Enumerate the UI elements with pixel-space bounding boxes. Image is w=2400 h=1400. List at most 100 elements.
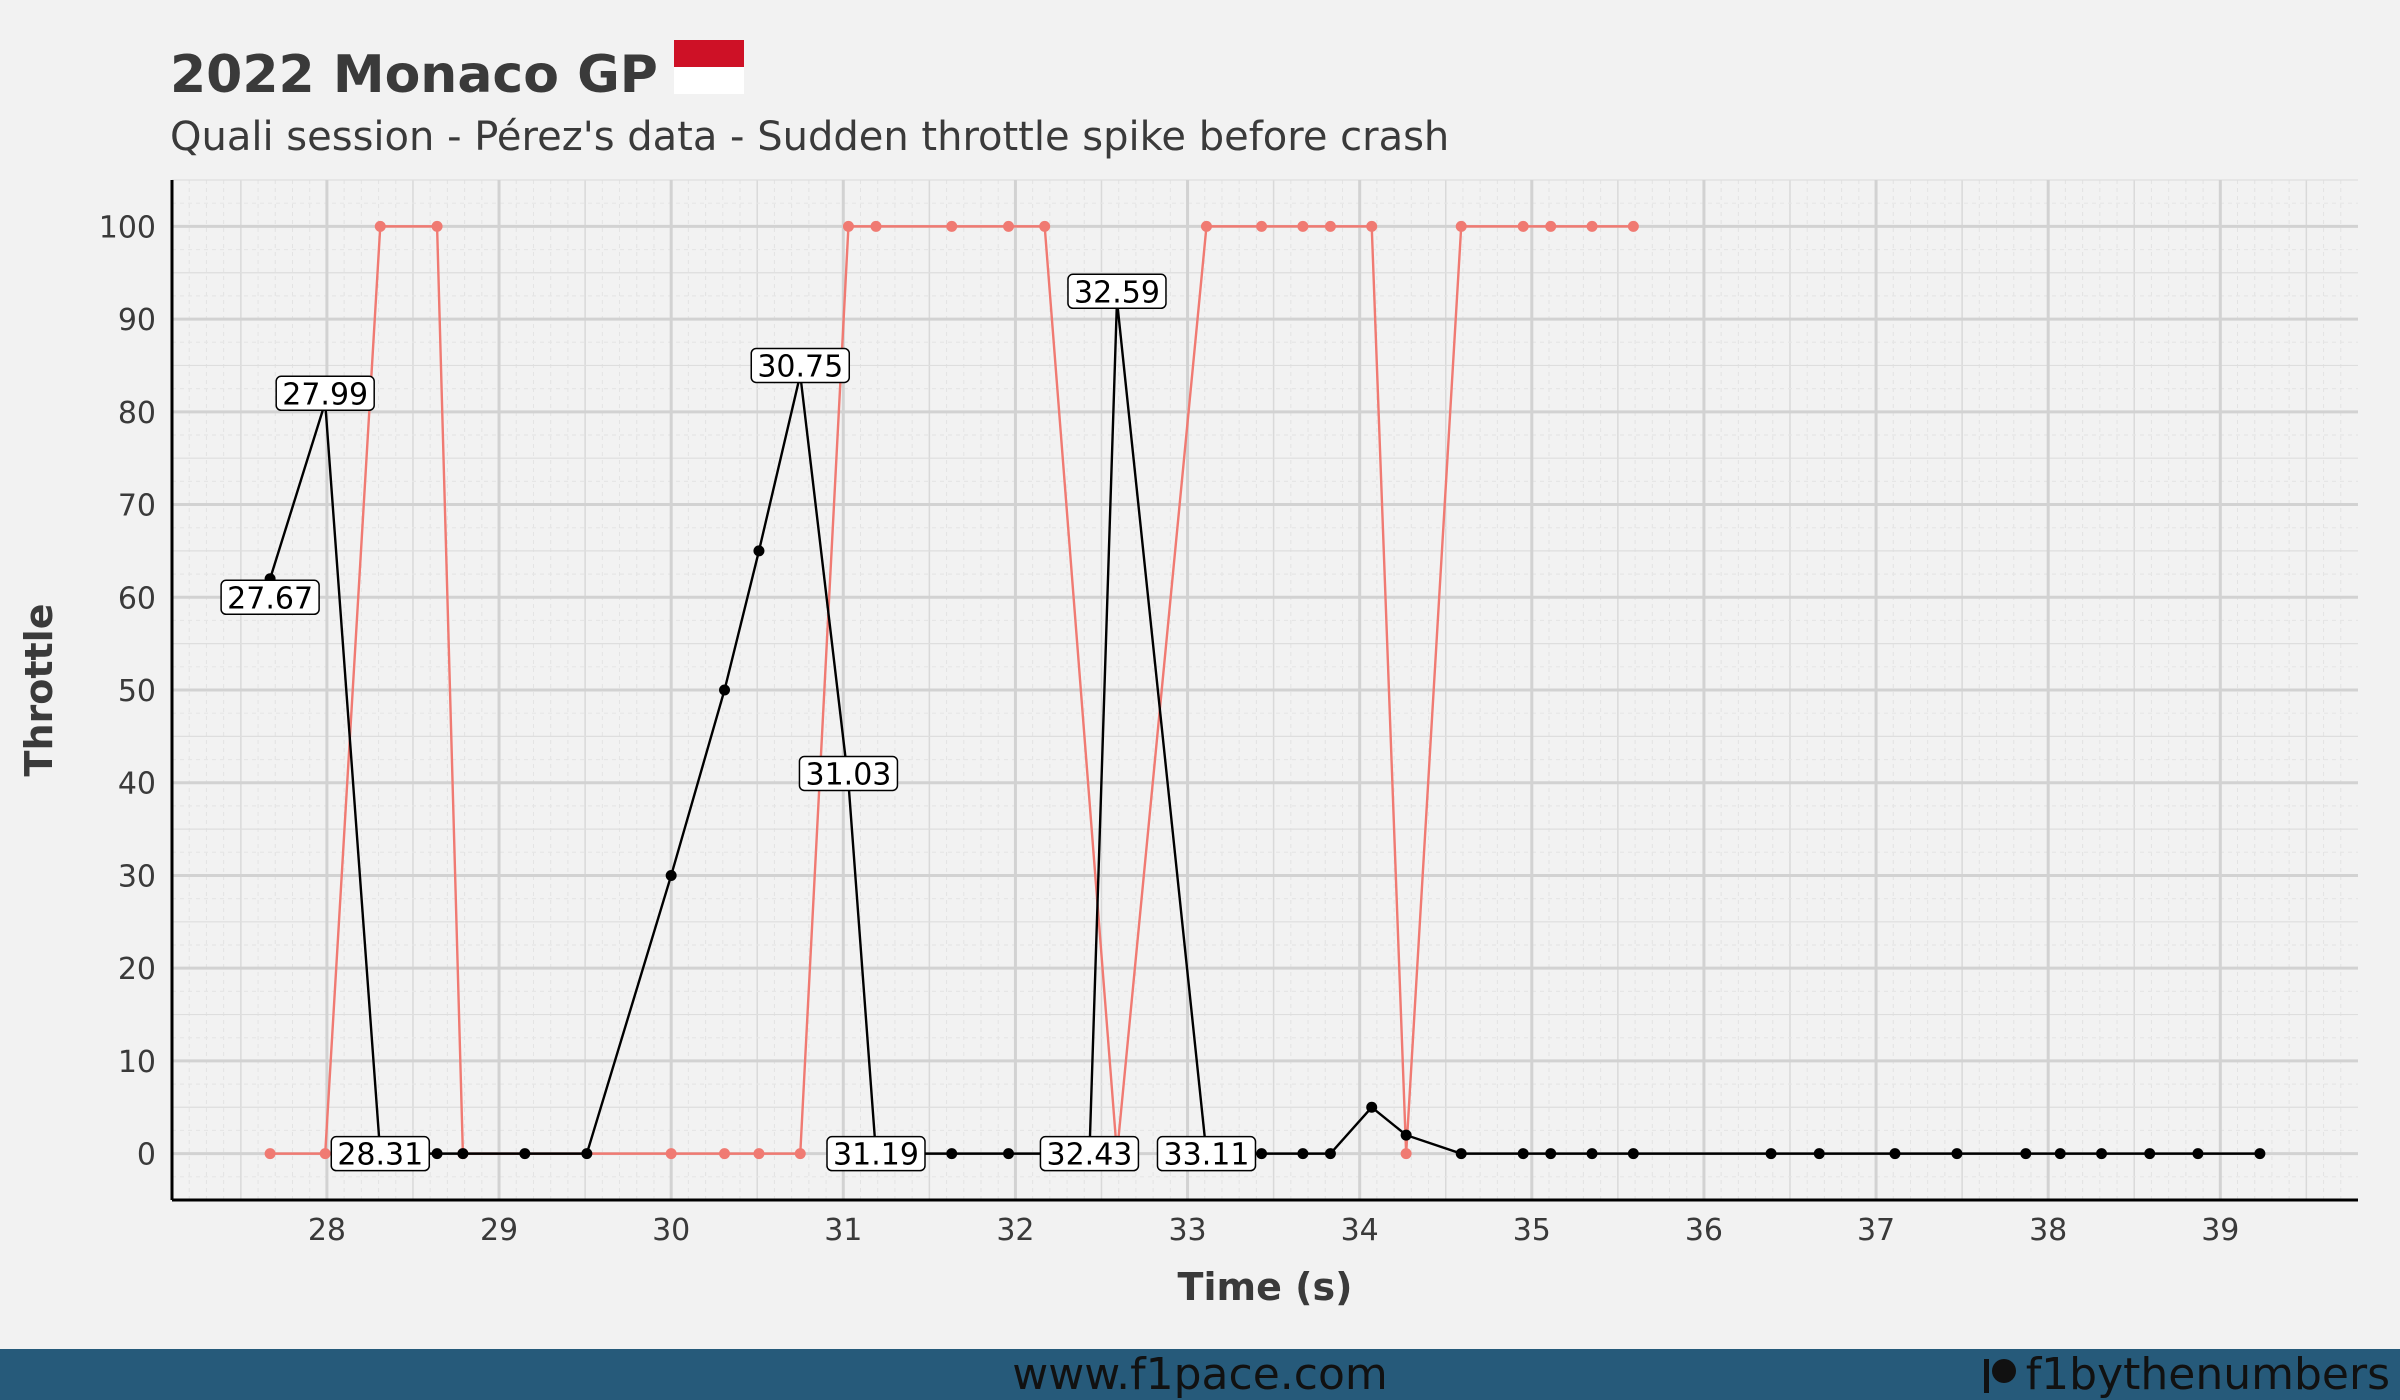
annotation-box	[1067, 273, 1167, 310]
x-tick-label: 35	[1513, 1213, 1551, 1248]
annotation-box	[220, 579, 320, 616]
throttle-chart: 2022 Monaco GP Quali session - Pérez's d…	[17, 40, 2358, 1309]
series-point-1	[1889, 1148, 1901, 1160]
series-point-1	[1627, 1148, 1639, 1160]
annotation-box	[798, 755, 899, 792]
series-point-0	[753, 1148, 765, 1160]
plot-area: 28 29 30 31 32 33 34 35 36 37 38 39 0 10 20 30 40 50 60 70 8…	[99, 179, 2358, 1248]
series-point-1	[1366, 1101, 1378, 1113]
x-tick-label: 28	[308, 1213, 346, 1248]
annotation-text: 30.75	[757, 349, 843, 384]
series-point-0	[1256, 220, 1268, 232]
series-point-0	[842, 220, 854, 232]
y-tick-label: 10	[118, 1045, 156, 1080]
series-point-0	[264, 1148, 276, 1160]
series-point-0	[319, 1148, 331, 1160]
footer-url[interactable]: www.f1pace.com	[1012, 1349, 1388, 1400]
series-point-0	[1324, 220, 1336, 232]
series-point-1	[2254, 1148, 2266, 1160]
series-point-1	[1455, 1148, 1467, 1160]
annotation-label: 31.19	[826, 1135, 926, 1173]
series-point-1	[581, 1148, 593, 1160]
annotation-text: 27.99	[282, 377, 368, 412]
annotation-box	[826, 1135, 926, 1172]
flag-red-band	[674, 40, 744, 67]
annotation-text: 32.43	[1046, 1138, 1132, 1173]
annotation-text: 31.03	[806, 757, 892, 792]
annotation-box	[1039, 1135, 1140, 1172]
annotation-label: 32.59	[1067, 273, 1167, 310]
y-tick-label: 30	[118, 859, 156, 894]
footer-brand-text: f1bythenumbers	[2025, 1349, 2390, 1400]
series-point-1	[753, 545, 765, 557]
series-point-1	[457, 1148, 469, 1160]
footer-brand: f1bythenumbers	[1980, 1349, 2390, 1400]
series-point-1	[2054, 1148, 2066, 1160]
series-line-1	[268, 300, 2260, 1155]
series-point-1	[2020, 1148, 2032, 1160]
series-point-0	[794, 1148, 806, 1160]
y-tick-label: 100	[99, 210, 156, 245]
series-point-0	[1200, 220, 1212, 232]
y-tick-label: 80	[118, 396, 156, 431]
y-tick-label: 70	[118, 489, 156, 524]
series-point-1	[1765, 1148, 1777, 1160]
annotation-text: 33.11	[1164, 1138, 1250, 1173]
x-tick-label: 32	[996, 1213, 1034, 1248]
brand-logo-icon	[1983, 1358, 2016, 1393]
annotation-text: 27.67	[227, 581, 313, 616]
series-point-1	[1400, 1129, 1412, 1141]
annotation-box	[330, 1135, 431, 1172]
y-tick-label: 60	[118, 581, 156, 616]
series-point-0	[1003, 220, 1015, 232]
annotation-label: 32.43	[1039, 1135, 1140, 1173]
y-tick-label: 20	[118, 952, 156, 987]
series-point-1	[665, 869, 677, 881]
series-point-0	[1627, 220, 1639, 232]
annotation-text: 31.19	[833, 1138, 919, 1173]
footer-bar: www.f1pace.com f1bythenumbers	[0, 1349, 2400, 1400]
series-point-1	[2096, 1148, 2108, 1160]
chart-subtitle: Quali session - Pérez's data - Sudden th…	[170, 114, 1449, 160]
series-point-0	[1366, 220, 1378, 232]
series-point-0	[1297, 220, 1309, 232]
x-tick-label: 33	[1168, 1213, 1206, 1248]
series-point-0	[665, 1148, 677, 1160]
y-tick-label: 50	[118, 674, 156, 709]
x-tick-label: 38	[2029, 1213, 2067, 1248]
annotation-box	[275, 375, 375, 412]
series-point-0	[1545, 220, 1557, 232]
y-tick-label: 0	[137, 1138, 156, 1173]
series-point-1	[1324, 1148, 1336, 1160]
x-tick-label: 39	[2201, 1213, 2239, 1248]
annotation-label: 31.03	[798, 755, 899, 792]
x-tick-label: 31	[824, 1213, 862, 1248]
flag-white-band	[674, 67, 744, 94]
series-point-0	[431, 220, 443, 232]
series-point-0	[374, 220, 386, 232]
annotation-label: 28.31	[330, 1135, 431, 1173]
annotation-label: 30.75	[750, 347, 851, 384]
x-tick-label: 29	[480, 1213, 518, 1248]
x-tick-label: 36	[1685, 1213, 1723, 1248]
annotation-box	[750, 347, 851, 384]
x-axis-title: Time (s)	[1178, 1265, 1353, 1309]
annotation-box	[1156, 1135, 1257, 1172]
series-point-1	[946, 1148, 958, 1160]
series-point-1	[1545, 1148, 1557, 1160]
series-point-1	[2144, 1148, 2156, 1160]
series-point-0	[1455, 220, 1467, 232]
series-point-1	[519, 1148, 531, 1160]
x-tick-label: 30	[652, 1213, 690, 1248]
series-point-0	[870, 220, 882, 232]
y-tick-label: 90	[118, 303, 156, 338]
series-point-0	[1039, 220, 1051, 232]
series-point-0	[1400, 1148, 1412, 1160]
series-point-1	[1256, 1148, 1268, 1160]
y-axis-title: Throttle	[17, 604, 61, 777]
annotation-label: 27.99	[275, 375, 375, 412]
series-point-1	[1517, 1148, 1529, 1160]
series-point-1	[1003, 1148, 1015, 1160]
annotation-text: 32.59	[1074, 275, 1160, 310]
series-point-0	[719, 1148, 731, 1160]
